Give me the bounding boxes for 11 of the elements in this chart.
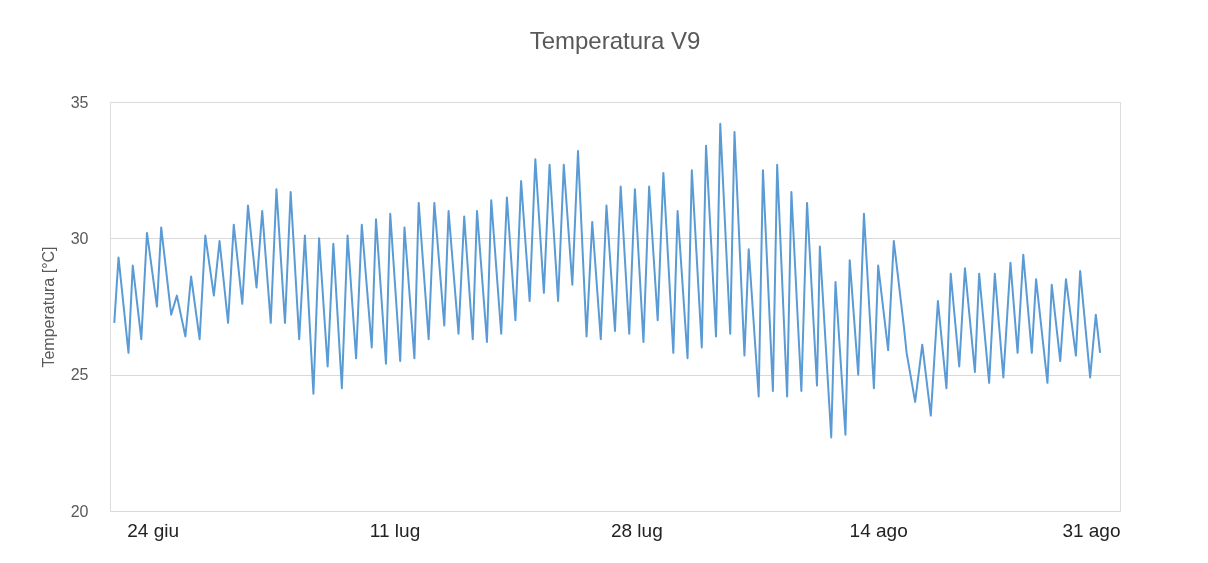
- y-tick-label: 25: [70, 366, 89, 384]
- x-tick-label: 14 ago: [849, 519, 908, 541]
- x-tick-label: 28 lug: [610, 519, 663, 541]
- y-tick-label: 35: [70, 93, 89, 111]
- x-tick-label: 24 giu: [127, 519, 180, 541]
- x-tick-label: 31 ago: [1062, 519, 1121, 541]
- y-axis-title: Temperatura [°C]: [39, 246, 57, 368]
- y-tick-label: 30: [70, 229, 89, 247]
- x-tick-label: 11 lug: [369, 519, 421, 541]
- chart-title: Temperatura V9: [529, 27, 701, 54]
- y-tick-label: 20: [70, 502, 89, 520]
